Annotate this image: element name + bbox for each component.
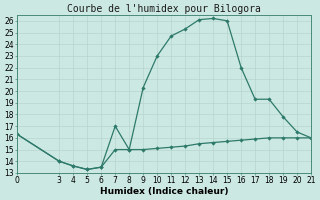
Title: Courbe de l'humidex pour Bilogora: Courbe de l'humidex pour Bilogora [67, 4, 261, 14]
X-axis label: Humidex (Indice chaleur): Humidex (Indice chaleur) [100, 187, 228, 196]
